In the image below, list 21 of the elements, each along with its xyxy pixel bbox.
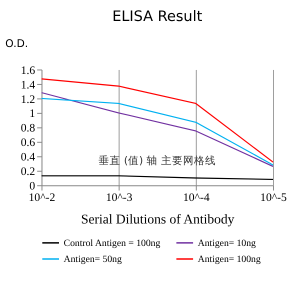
chart-title: ELISA Result: [112, 9, 203, 26]
legend-label: Antigen= 50ng: [64, 254, 122, 265]
x-tick-label: 10^-3: [106, 191, 133, 204]
x-tick-label: 10^-5: [260, 191, 287, 204]
legend-label: Antigen= 10ng: [198, 238, 256, 249]
annotation: 垂直 (值) 轴 主要网格线: [98, 154, 216, 168]
legend-label: Control Antigen = 100ng: [64, 238, 160, 249]
y-tick-label: 0.6: [20, 136, 36, 150]
legend-label: Antigen= 100ng: [198, 254, 261, 265]
y-axis-title: O.D.: [5, 36, 28, 50]
y-tick-label: 1.2: [20, 92, 36, 106]
y-tick-label: 0.4: [20, 150, 36, 164]
x-axis-title: Serial Dilutions of Antibody: [81, 211, 235, 226]
x-tick-label: 10^-2: [28, 191, 56, 204]
y-tick-label: 0.2: [20, 165, 36, 178]
y-tick-label: 0.8: [20, 122, 36, 135]
y-tick-label: 1: [29, 107, 36, 120]
y-tick-label: 1.4: [20, 78, 36, 92]
y-tick-label: 0: [29, 180, 36, 193]
y-tick-label: 1.6: [20, 64, 36, 77]
x-tick-label: 10^-4: [182, 191, 210, 204]
